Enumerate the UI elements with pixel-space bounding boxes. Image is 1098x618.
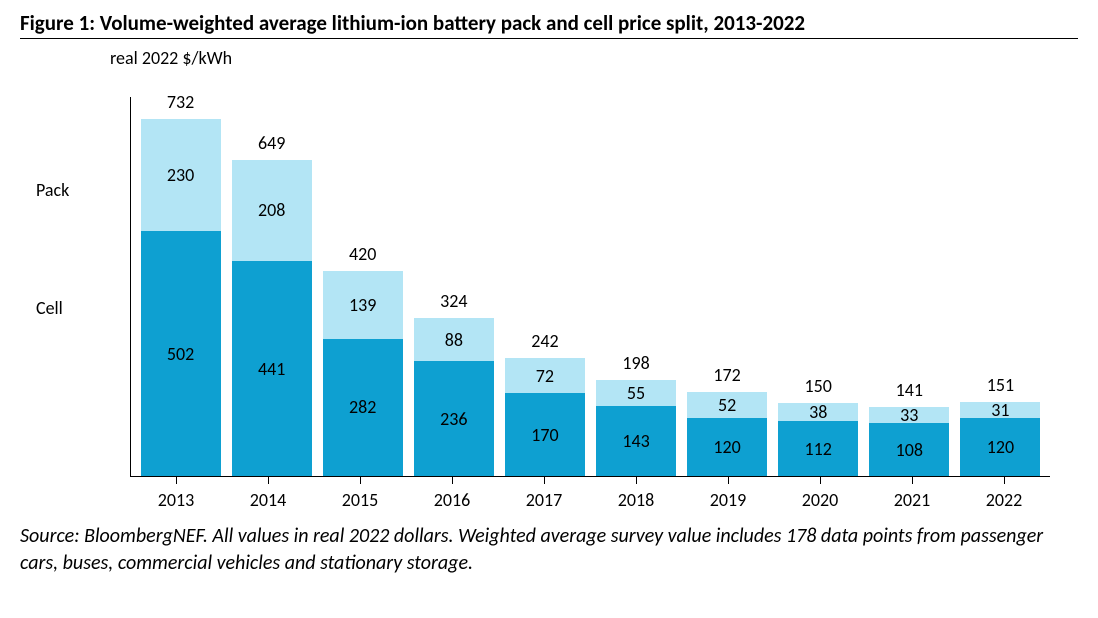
total-label: 198 bbox=[596, 352, 676, 374]
total-label: 151 bbox=[960, 374, 1040, 396]
bar-segment-pack: 33 bbox=[869, 407, 949, 423]
bar-segment-pack: 208 bbox=[232, 160, 312, 261]
bar-segment-cell: 282 bbox=[323, 339, 403, 476]
total-label: 420 bbox=[323, 243, 403, 265]
bar-segment-cell: 441 bbox=[232, 261, 312, 476]
bar-segment-cell: 120 bbox=[687, 418, 767, 476]
bar-column: 151 31120 bbox=[960, 97, 1040, 476]
bar-segment-cell: 120 bbox=[960, 418, 1040, 476]
plot-region: 732230502 649 208441 420 139282 324 88236 242 72… bbox=[130, 97, 1050, 477]
chart-area: Pack Cell 732230502649208441420139282324… bbox=[30, 97, 1070, 517]
x-tick-label: 2017 bbox=[504, 477, 584, 517]
total-label: 649 bbox=[232, 132, 312, 154]
x-axis-ticks: 2013 2014 2015 2016 2017 2018 2019 2020 2021 2022 bbox=[130, 477, 1050, 517]
bar-segment-cell: 502 bbox=[141, 231, 221, 476]
x-tick-label: 2018 bbox=[596, 477, 676, 517]
bar-segment-cell: 108 bbox=[869, 423, 949, 476]
x-tick-label: 2013 bbox=[136, 477, 216, 517]
bar-column: 150 38112 bbox=[778, 97, 858, 476]
figure-title: Figure 1: Volume-weighted average lithiu… bbox=[20, 10, 1078, 39]
bar-segment-cell: 143 bbox=[596, 406, 676, 476]
x-tick-label: 2022 bbox=[964, 477, 1044, 517]
bar-segment-pack: 55 bbox=[596, 380, 676, 407]
x-tick-label: 2021 bbox=[872, 477, 952, 517]
total-label: 324 bbox=[414, 290, 494, 312]
series-label-cell: Cell bbox=[36, 297, 116, 319]
total-label: 141 bbox=[869, 379, 949, 401]
source-note: Source: BloombergNEF. All values in real… bbox=[20, 523, 1078, 577]
x-tick-label: 2015 bbox=[320, 477, 400, 517]
bar-segment-cell: 236 bbox=[414, 361, 494, 476]
bar-column: 242 72170 bbox=[505, 97, 585, 476]
bar-column: 141 33108 bbox=[869, 97, 949, 476]
bar-segment-pack: 88 bbox=[414, 318, 494, 361]
total-label: 172 bbox=[687, 364, 767, 386]
total-label: 732 bbox=[141, 91, 221, 113]
total-label: 242 bbox=[505, 330, 585, 352]
bar-segment-pack: 139 bbox=[323, 271, 403, 339]
bar-segment-cell: 170 bbox=[505, 393, 585, 476]
bar-column: 420 139282 bbox=[323, 97, 403, 476]
series-label-pack: Pack bbox=[36, 179, 116, 201]
x-tick-label: 2016 bbox=[412, 477, 492, 517]
bar-segment-pack: 72 bbox=[505, 358, 585, 393]
total-label: 150 bbox=[778, 375, 858, 397]
bar-column: 198 55143 bbox=[596, 97, 676, 476]
bar-segment-cell: 112 bbox=[778, 421, 858, 476]
bar-column: 732230502 bbox=[141, 97, 221, 476]
bar-column: 649 208441 bbox=[232, 97, 312, 476]
x-tick-label: 2014 bbox=[228, 477, 308, 517]
bar-column: 172 52120 bbox=[687, 97, 767, 476]
x-tick-label: 2020 bbox=[780, 477, 860, 517]
bar-segment-pack: 230 bbox=[141, 119, 221, 231]
bar-segment-pack: 31 bbox=[960, 402, 1040, 417]
bar-segment-pack: 38 bbox=[778, 403, 858, 422]
bar-segment-pack: 52 bbox=[687, 392, 767, 417]
bar-column: 324 88236 bbox=[414, 97, 494, 476]
y-axis-unit: real 2022 $/kWh bbox=[110, 47, 1078, 69]
x-tick-label: 2019 bbox=[688, 477, 768, 517]
